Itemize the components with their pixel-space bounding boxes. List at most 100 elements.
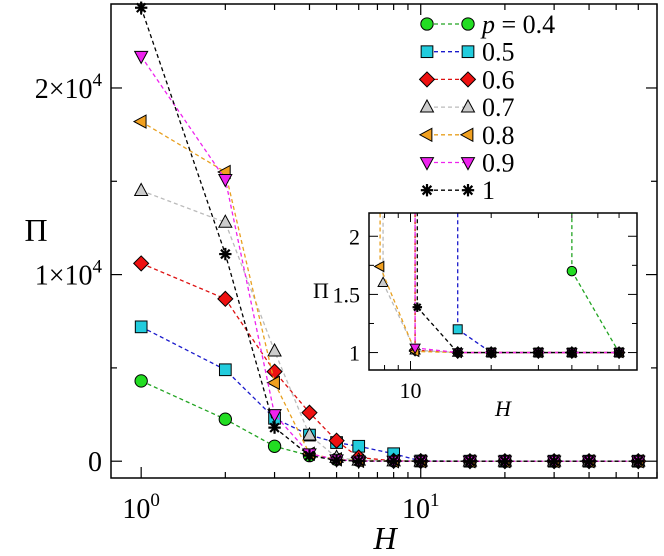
data-point <box>414 455 427 468</box>
legend-marker-stroke <box>462 185 474 196</box>
legend-item: p = 0.4 <box>420 10 555 39</box>
inset-data-point-stroke <box>453 348 462 357</box>
data-point-stroke <box>464 456 476 467</box>
inset-x-axis-label: H <box>494 396 512 421</box>
data-point <box>133 182 149 196</box>
inset-data-point-stroke <box>413 303 422 312</box>
data-point-stroke <box>220 248 231 260</box>
data-point <box>134 320 148 334</box>
legend-marker <box>418 71 436 88</box>
data-point-stroke <box>633 456 644 467</box>
inset-series-group <box>373 213 626 360</box>
legend: p = 0.40.50.60.70.80.91 <box>418 10 555 205</box>
inset-data-point <box>452 324 463 335</box>
inset-x-tick-label: 10 <box>400 378 422 403</box>
inset-y-tick-label: 2 <box>349 224 360 249</box>
data-point <box>218 363 232 377</box>
data-point <box>303 449 316 462</box>
data-point-stroke <box>415 456 426 467</box>
legend-item: 0.6 <box>418 65 515 94</box>
data-point <box>134 1 148 14</box>
inset-data-point <box>377 276 389 288</box>
inset-series-line <box>571 270 620 353</box>
legend-label: 0.6 <box>482 65 515 94</box>
inset-data-point-stroke <box>534 348 543 357</box>
inset-data-point-stroke <box>567 348 577 357</box>
y-tick-label: 2×104 <box>35 70 103 105</box>
data-point-stroke <box>548 456 560 467</box>
inset-data-point <box>566 265 578 277</box>
data-point <box>328 432 345 449</box>
legend-marker <box>461 17 475 31</box>
legend-item: 0.9 <box>419 149 515 178</box>
data-point <box>267 342 282 357</box>
data-point-stroke <box>269 422 280 433</box>
data-point <box>302 426 317 441</box>
legend-marker <box>420 45 434 59</box>
data-point <box>219 247 232 261</box>
data-point <box>632 455 645 468</box>
data-point-stroke <box>583 456 595 467</box>
data-point <box>217 290 234 308</box>
inset-data-point <box>567 347 577 358</box>
inset-data-point-stroke <box>614 348 624 357</box>
inset-background <box>369 213 637 370</box>
x-tick-label: 100 <box>122 490 160 525</box>
data-point <box>498 455 512 468</box>
y-axis-label: Π <box>24 212 47 248</box>
data-point <box>582 455 596 468</box>
data-point <box>132 114 147 129</box>
inset-data-point <box>409 343 421 355</box>
legend-label: 0.5 <box>482 38 515 67</box>
inset-data-point <box>486 347 496 358</box>
inset-data-point <box>412 302 423 312</box>
legend-marker <box>419 157 435 171</box>
legend-marker <box>418 127 433 143</box>
data-point <box>132 255 150 272</box>
data-point <box>217 214 233 228</box>
legend-marker <box>420 184 434 197</box>
legend-label: 0.8 <box>482 121 515 150</box>
data-point <box>268 421 281 434</box>
data-point <box>218 412 233 426</box>
data-point <box>387 454 400 468</box>
legend-marker <box>461 184 475 197</box>
data-point <box>352 454 365 468</box>
inset-series-6 <box>412 213 624 358</box>
y-tick-label: 1×104 <box>35 257 103 292</box>
legend-marker <box>420 17 434 31</box>
inset-frame <box>368 212 638 371</box>
data-point-stroke <box>136 2 147 13</box>
inset-y-tick-label: 1 <box>349 341 360 366</box>
data-point-stroke <box>499 456 511 467</box>
legend-marker <box>419 98 435 113</box>
legend-marker <box>459 71 477 88</box>
data-point <box>267 439 282 453</box>
legend-marker <box>460 98 476 113</box>
data-point <box>266 375 280 391</box>
inset-data-point <box>452 347 463 358</box>
legend-item: 1 <box>420 176 495 205</box>
legend-label: 0.7 <box>482 93 515 122</box>
x-tick-label: 101 <box>402 490 440 525</box>
data-point-stroke <box>353 455 364 467</box>
data-point-stroke <box>331 455 342 466</box>
data-point <box>217 174 233 188</box>
legend-item: 0.7 <box>419 93 515 122</box>
data-point <box>463 455 477 468</box>
inset-y-tick-label: 1.5 <box>333 282 361 307</box>
legend-marker <box>461 45 475 59</box>
data-point <box>330 454 343 467</box>
legend-item: 0.5 <box>420 38 515 67</box>
x-axis-label: H <box>372 520 398 556</box>
data-point <box>134 374 148 388</box>
data-point <box>547 455 561 468</box>
legend-label: 1 <box>482 176 495 205</box>
legend-marker <box>460 157 476 171</box>
legend-item: 0.8 <box>418 121 515 150</box>
data-point <box>301 404 318 421</box>
legend-label: 0.9 <box>482 149 515 178</box>
inset-data-point <box>614 347 624 358</box>
